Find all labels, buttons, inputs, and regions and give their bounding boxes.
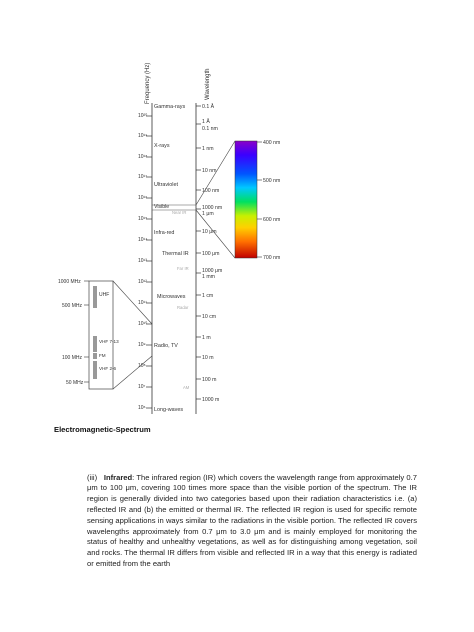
freq-tick-label: 10¹⁸ [138,154,147,160]
infrared-paragraph: (iii) Infrared: The infrared region (IR)… [87,473,417,570]
wave-tick-label: 100 μm [202,251,219,257]
wave-tick-label: 1000 nm [202,205,222,211]
band-fm: FM [99,353,106,358]
freq-tick-label: 10⁶ [138,405,146,411]
region-long-waves: Long-waves [154,407,183,413]
wave-tick-label: 100 m [202,377,216,383]
wavelength-ticks: 0.1 Å 1 Å 0.1 nm 1 nm 10 nm 100 nm 1000 … [196,103,222,403]
region-radar: Radar [177,305,189,310]
region-visible: Visible [154,204,169,210]
region-infra-red: Infra-red [154,230,174,236]
inset-tick-label: 1000 MHz [58,279,81,285]
wave-tick-label: 1 nm [202,146,214,152]
wavelength-axis-label: Wavelength [205,69,211,100]
freq-tick-label: 10¹⁵ [138,216,147,222]
freq-tick-label: 10¹³ [138,258,147,264]
freq-tick-label: 10¹⁴ [138,237,147,243]
freq-tick-label: 10²⁰ [138,113,147,119]
visible-tick-label: 600 nm [263,217,280,223]
region-near-ir: Near IR [172,210,186,215]
wave-tick-label: 1 μm [202,211,214,217]
spectrum-column [151,103,197,414]
wave-tick-label: 1 Å [202,118,210,125]
figure-caption: Electromagnetic-Spectrum [54,425,151,434]
section-number: (iii) [87,472,98,482]
region-am: AM [183,385,190,390]
wave-tick-label: 10 nm [202,168,216,174]
region-gamma-rays: Gamma-rays [154,104,185,110]
frequency-axis-label: Frequency (Hz) [145,63,151,104]
freq-tick-label: 10¹⁷ [138,174,147,180]
wave-tick-label: 1 m [202,335,211,341]
wave-tick-label: 0.1 Å [202,103,215,110]
visible-tick-label: 500 nm [263,178,280,184]
inset-tick-label: 500 MHz [62,303,83,309]
electromagnetic-spectrum-figure: Frequency (Hz) Wavelength 10²⁰ 10¹⁹ 10¹⁸… [58,63,280,414]
freq-tick-label: 10¹² [138,279,147,285]
band-uhf: UHF [99,292,109,298]
freq-tick-label: 10⁹ [138,342,146,348]
radio-band-inset: 1000 MHz 500 MHz 100 MHz 50 MHz UHF VHF … [58,279,153,390]
freq-tick-label: 10¹⁰ [138,321,147,327]
visible-spectrum-bar: 400 nm 500 nm 600 nm 700 nm [195,140,280,261]
wave-tick-label: 10 cm [202,314,216,320]
inset-tick-label: 50 MHz [66,380,84,386]
wave-tick-label: 1000 μm [202,268,222,274]
wave-tick-label: 1000 m [202,397,219,403]
frequency-ticks: 10²⁰ 10¹⁹ 10¹⁸ 10¹⁷ 10¹⁶ 10¹⁵ 10¹⁴ 10¹³ … [138,113,152,411]
inset-tick-label: 100 MHz [62,355,83,361]
freq-tick-label: 10¹⁹ [138,133,147,139]
wave-tick-label: 100 nm [202,188,219,194]
region-x-rays: X-rays [154,143,170,149]
section-term: Infrared [103,472,133,482]
region-labels: Gamma-rays X-rays Ultraviolet Visible Ne… [154,104,190,413]
wave-tick-label: 10 m [202,355,214,361]
paragraph-body: : The infrared region (IR) which covers … [87,472,417,568]
band-vhf-2-6: VHF 2-6 [99,366,117,371]
freq-tick-label: 10⁷ [138,384,146,390]
wave-tick-label: 0.1 nm [202,126,218,132]
visible-tick-label: 700 nm [263,255,280,261]
region-ultraviolet: Ultraviolet [154,182,178,188]
wave-tick-label: 1 mm [202,274,215,280]
region-far-ir: Far IR [177,266,189,271]
freq-tick-label: 10¹¹ [138,300,147,306]
wave-tick-label: 1 cm [202,293,213,299]
freq-tick-label: 10¹⁶ [138,195,147,201]
region-radio-tv: Radio, TV [154,343,178,349]
visible-tick-label: 400 nm [263,140,280,146]
region-microwaves: Microwaves [157,294,186,300]
wave-tick-label: 10 μm [202,229,217,235]
band-vhf-7-13: VHF 7-13 [99,339,119,344]
freq-tick-label: 10⁸ [138,363,146,369]
region-thermal-ir: Thermal IR [162,251,189,257]
